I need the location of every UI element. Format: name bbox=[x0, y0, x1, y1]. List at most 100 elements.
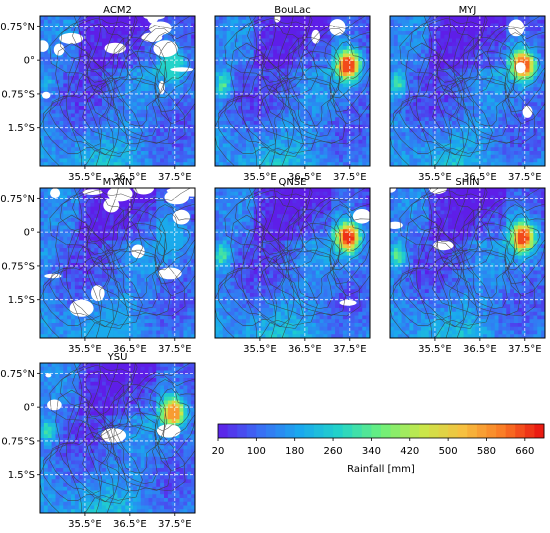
x-tick-label: 37.5°E bbox=[333, 344, 367, 355]
y-tick-label: 0.75°N bbox=[0, 22, 35, 33]
colorbar-band bbox=[304, 424, 315, 438]
rainfall-field bbox=[40, 16, 195, 166]
panel-qnse: QNSE 35.5°E 36.5°E 37.5°E bbox=[214, 177, 371, 355]
no-data-patch bbox=[133, 188, 155, 195]
rainfall-field bbox=[390, 188, 545, 338]
panel-title: ACM2 bbox=[103, 5, 132, 16]
x-tick-label: 36.5°E bbox=[113, 344, 147, 355]
no-data-patch bbox=[428, 188, 447, 194]
panel-mynn: MYNN 35.5°E 36.5°E 37.5°E 0.75°N 0° 0.75°S 1.5°… bbox=[0, 177, 196, 355]
no-data-patch bbox=[45, 373, 52, 378]
colorbar-band bbox=[361, 424, 372, 438]
no-data-patch bbox=[433, 240, 454, 251]
x-tick-label: 36.5°E bbox=[463, 172, 497, 183]
colorbar-tick-label: 20 bbox=[212, 446, 225, 457]
x-tick-label: 36.5°E bbox=[113, 519, 147, 530]
colorbar-frame bbox=[217, 423, 545, 439]
y-tick-label: 1.5°S bbox=[8, 470, 35, 481]
x-tick-label: 37.5°E bbox=[158, 344, 192, 355]
colorbar-band bbox=[381, 424, 391, 438]
colorbar-band bbox=[323, 424, 334, 438]
x-tick-label: 36.5°E bbox=[113, 172, 147, 183]
gridlines bbox=[40, 363, 195, 513]
colorbar-tick-label: 420 bbox=[400, 446, 419, 457]
rainfall-field bbox=[215, 16, 370, 166]
elevation-contours bbox=[390, 188, 545, 338]
colorbar-band bbox=[313, 424, 324, 438]
colorbar-band bbox=[294, 424, 305, 438]
x-tick-label: 37.5°E bbox=[158, 172, 192, 183]
no-data-patch bbox=[153, 40, 178, 57]
panel-boulac: BouLac 35.5°E 36.5°E 37.5°E bbox=[214, 5, 371, 183]
panel-frame bbox=[39, 362, 196, 514]
colorbar-band bbox=[515, 424, 526, 438]
panel-title: MYJ bbox=[459, 5, 477, 16]
y-tick-label: 0.75°S bbox=[1, 436, 35, 447]
panel-frame bbox=[389, 15, 546, 167]
panel-title: BouLac bbox=[274, 5, 311, 16]
x-tick-label: 35.5°E bbox=[418, 172, 452, 183]
no-data-patch bbox=[339, 299, 357, 306]
colorbar-tick-label: 180 bbox=[285, 446, 304, 457]
panel-frame bbox=[39, 15, 196, 167]
panel-title: QNSE bbox=[278, 177, 306, 188]
y-tick-label: 0.75°S bbox=[1, 261, 35, 272]
colorbar-band bbox=[476, 424, 487, 438]
colorbar: 20 100 180 260 340 420 500 580 660 Rainfall [mm] bbox=[212, 423, 545, 475]
panel-title: YSU bbox=[107, 352, 128, 363]
colorbar-band bbox=[390, 424, 401, 438]
colorbar-band bbox=[285, 424, 296, 438]
panel-frame bbox=[389, 187, 546, 339]
x-tick-label: 35.5°E bbox=[68, 344, 102, 355]
x-tick-label: 36.5°E bbox=[288, 344, 322, 355]
no-data-patch bbox=[390, 221, 403, 229]
rainfall-field bbox=[40, 363, 195, 513]
no-data-patch bbox=[50, 188, 61, 199]
colorbar-band bbox=[448, 424, 459, 438]
x-tick-label: 35.5°E bbox=[68, 519, 102, 530]
colorbar-tick-label: 580 bbox=[477, 446, 496, 457]
rainfall-field bbox=[40, 188, 195, 338]
colorbar-tick-label: 500 bbox=[439, 446, 458, 457]
no-data-patch bbox=[173, 188, 187, 198]
panel-title: MYNN bbox=[103, 177, 133, 188]
colorbar-band bbox=[352, 424, 363, 438]
no-data-patch bbox=[329, 19, 346, 36]
y-tick-label: 0° bbox=[24, 228, 35, 239]
colorbar-band bbox=[534, 424, 545, 438]
colorbar-band bbox=[342, 424, 353, 438]
colorbar-band bbox=[275, 424, 286, 438]
no-data-patch bbox=[522, 105, 533, 118]
x-tick-label: 37.5°E bbox=[508, 172, 542, 183]
colorbar-band bbox=[237, 424, 248, 438]
no-data-patch bbox=[59, 32, 84, 44]
panel-ysu: YSU 35.5°E 36.5°E 37.5°E 0.75°N 0° 0.75°S 1.5°S bbox=[0, 352, 196, 530]
panel-shin: SHIN 35.5°E 36.5°E 37.5°E bbox=[389, 177, 546, 355]
colorbar-band bbox=[371, 424, 382, 438]
panel-frame bbox=[214, 15, 371, 167]
no-data-patch bbox=[146, 16, 159, 24]
gridlines bbox=[40, 188, 195, 338]
panel-frame bbox=[214, 187, 371, 339]
colorbar-band bbox=[265, 424, 276, 438]
panel-frame bbox=[39, 187, 196, 339]
colorbar-band bbox=[505, 424, 516, 438]
x-tick-label: 36.5°E bbox=[463, 344, 497, 355]
rainfall-field bbox=[390, 16, 545, 166]
colorbar-band bbox=[218, 424, 228, 438]
colorbar-band bbox=[227, 424, 238, 438]
colorbar-band bbox=[256, 424, 267, 438]
y-tick-label: 0.75°S bbox=[1, 89, 35, 100]
colorbar-band bbox=[246, 424, 257, 438]
colorbar-band bbox=[438, 424, 449, 438]
no-data-patch bbox=[40, 40, 49, 52]
no-data-patch bbox=[42, 91, 51, 99]
no-data-patch bbox=[170, 67, 194, 72]
x-tick-label: 35.5°E bbox=[68, 172, 102, 183]
no-data-patch bbox=[352, 209, 370, 224]
x-tick-label: 37.5°E bbox=[158, 519, 192, 530]
panel-myj: MYJ 35.5°E 36.5°E 37.5°E bbox=[389, 5, 546, 183]
colorbar-tick-label: 660 bbox=[515, 446, 534, 457]
colorbar-label: Rainfall [mm] bbox=[347, 464, 415, 475]
